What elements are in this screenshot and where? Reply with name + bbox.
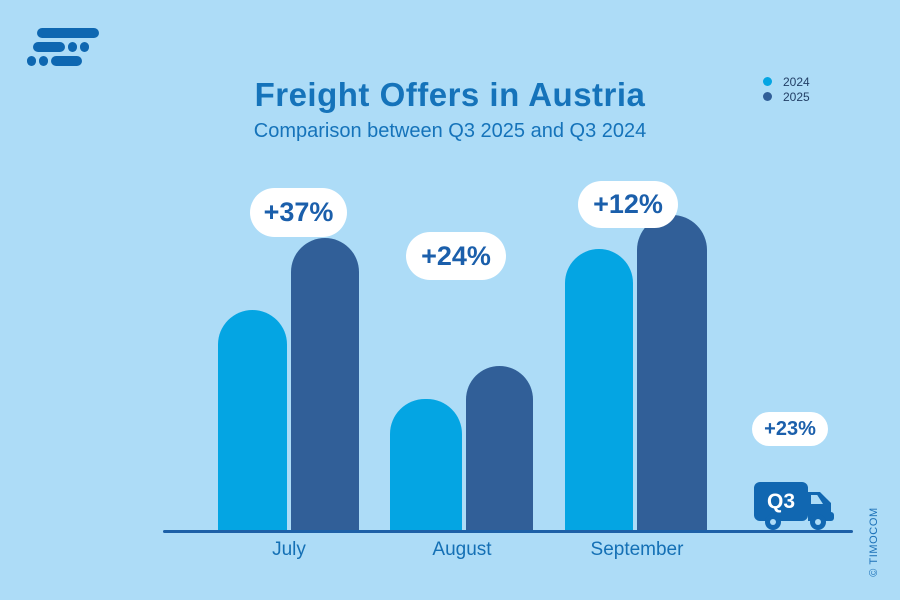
page-title: Freight Offers in Austria: [254, 76, 646, 113]
percent-pill-july: +37%: [250, 188, 347, 237]
timocom-logo: [27, 28, 103, 70]
chart-legend: 2024 2025: [763, 74, 810, 104]
logo-row: [27, 28, 103, 38]
copyright-notice: © TIMOCOM: [868, 507, 880, 577]
truck-cargo-box: Q3: [754, 482, 808, 521]
logo-dot: [80, 42, 89, 52]
bar-september-2024: [565, 249, 633, 533]
truck-wheel-left: [765, 514, 781, 530]
logo-dot: [39, 56, 48, 66]
bar-august-2025: [466, 366, 533, 533]
logo-dot: [27, 56, 36, 66]
bar-july-2024: [218, 310, 287, 533]
x-label-july: July: [272, 539, 306, 560]
logo-row: [27, 56, 103, 66]
bar-july-2025: [291, 238, 359, 533]
bar-august-2024: [390, 399, 462, 533]
legend-dot-2025: [763, 92, 772, 101]
logo-bar: [37, 28, 99, 38]
bar-september-2025: [637, 215, 707, 533]
page-subtitle: Comparison between Q3 2025 and Q3 2024: [253, 120, 647, 142]
legend-dot-2024: [763, 77, 772, 86]
legend-item-2024: 2024: [763, 74, 810, 89]
truck-icon: Q3: [752, 478, 836, 531]
legend-label-2025: 2025: [783, 89, 810, 104]
x-axis-line: [163, 530, 853, 533]
legend-label-2024: 2024: [783, 74, 810, 89]
x-label-august: August: [432, 539, 492, 560]
logo-dot: [68, 42, 77, 52]
logo-bar: [51, 56, 82, 66]
logo-bar: [33, 42, 65, 52]
truck-wheel-right: [810, 514, 826, 530]
truck-bumper: [829, 512, 834, 521]
q3-badge-label: Q3: [766, 489, 795, 513]
x-label-september: September: [590, 539, 684, 560]
truck-window: [811, 495, 823, 504]
truck-wheel-hub: [815, 519, 821, 525]
percent-pill-august: +24%: [406, 232, 506, 280]
percent-pill-september: +12%: [578, 181, 678, 228]
percent-pill-q3-total: +23%: [752, 412, 828, 446]
truck-wheel-hub: [770, 519, 776, 525]
legend-item-2025: 2025: [763, 89, 810, 104]
logo-row: [27, 42, 103, 52]
